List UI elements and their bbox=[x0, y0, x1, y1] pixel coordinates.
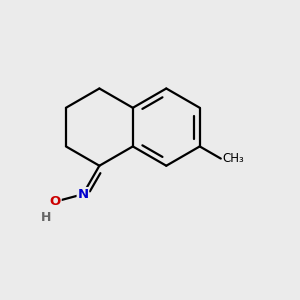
Text: O: O bbox=[50, 195, 61, 208]
Text: H: H bbox=[41, 211, 51, 224]
Text: CH₃: CH₃ bbox=[222, 152, 244, 165]
Text: N: N bbox=[77, 188, 88, 201]
